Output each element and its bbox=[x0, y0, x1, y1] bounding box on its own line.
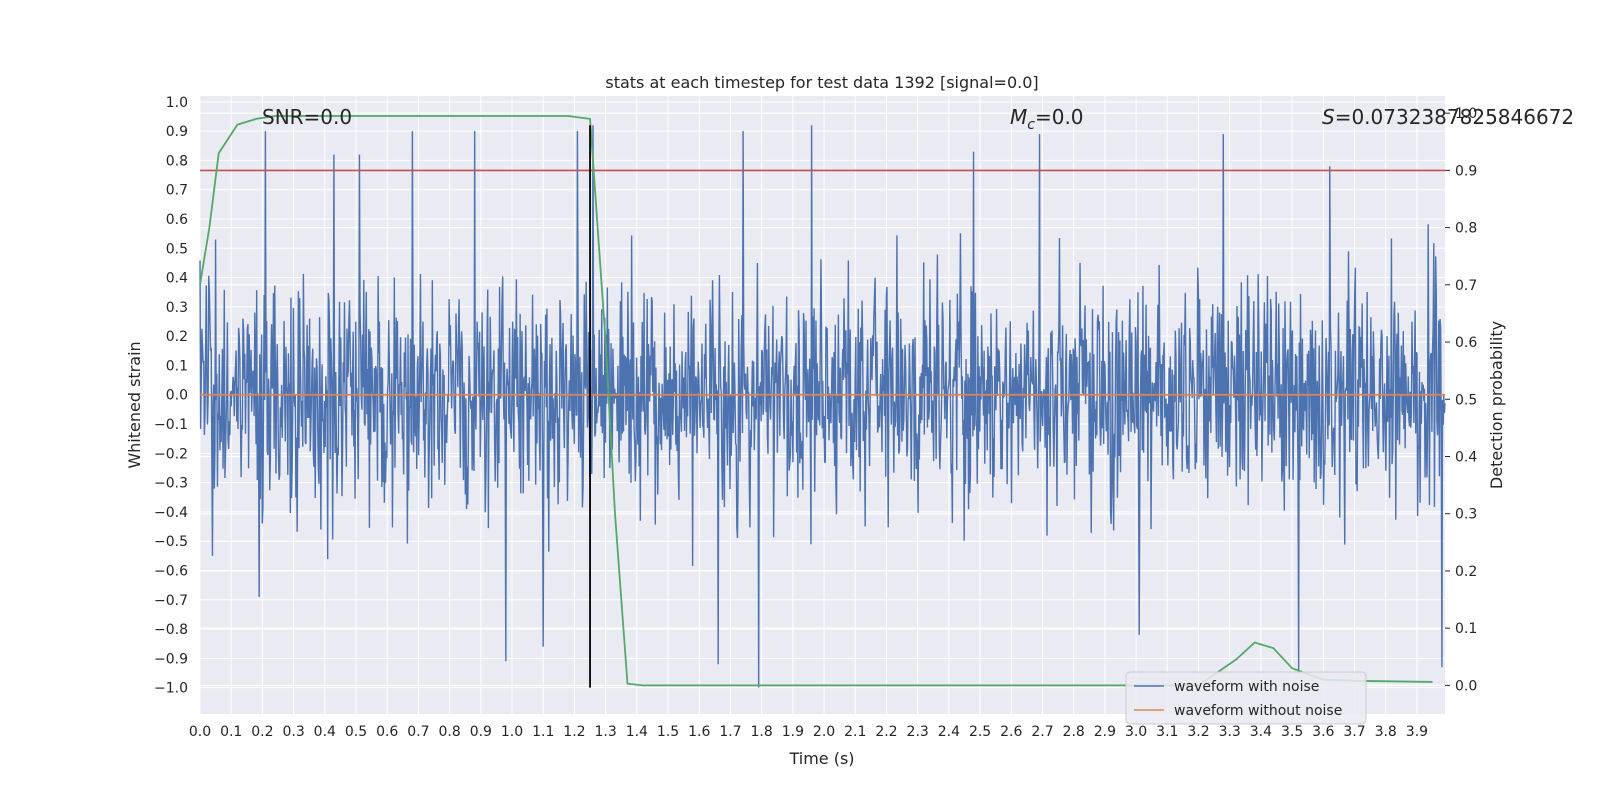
x-tick-label: 1.1 bbox=[532, 724, 554, 740]
y-right-tick-label: 0.9 bbox=[1455, 163, 1477, 179]
x-tick-label: 2.9 bbox=[1094, 724, 1116, 740]
y-tick-label: 0.8 bbox=[166, 153, 188, 169]
y-right-tick-label: 0.1 bbox=[1455, 621, 1477, 637]
x-tick-label: 0.6 bbox=[376, 724, 398, 740]
chirp-mass-symbol: M bbox=[1010, 105, 1027, 129]
y-tick-label: −0.8 bbox=[154, 622, 188, 638]
x-tick-label: 1.8 bbox=[751, 724, 773, 740]
y-tick-label: −0.2 bbox=[154, 446, 188, 462]
x-tick-label: 2.1 bbox=[844, 724, 866, 740]
x-tick-label: 2.2 bbox=[875, 724, 897, 740]
x-tick-label: 3.2 bbox=[1187, 724, 1209, 740]
legend: waveform with noise waveform without noi… bbox=[1125, 671, 1367, 725]
y-right-tick-label: 0.4 bbox=[1455, 450, 1477, 466]
x-tick-label: 3.1 bbox=[1156, 724, 1178, 740]
y-right-tick-label: 0.6 bbox=[1455, 335, 1477, 351]
axes: 0.0 0.1 0.2 0.3 0.4 0.5 0.6 0.7 0.8 0.9 1.0 1.1 1.2 1… bbox=[154, 95, 1477, 740]
x-tick-label: 0.4 bbox=[314, 724, 336, 740]
y-right-tick-label: 0.2 bbox=[1455, 564, 1477, 580]
y-tick-label: 0.6 bbox=[166, 212, 188, 228]
y-axis-label: Whitened strain bbox=[125, 341, 144, 468]
x-tick-label: 2.6 bbox=[1000, 724, 1022, 740]
noise-waveform-series bbox=[199, 125, 1446, 688]
x-tick-label: 3.7 bbox=[1343, 724, 1365, 740]
x-tick-label: 0.8 bbox=[438, 724, 460, 740]
y-tick-label: −0.5 bbox=[154, 534, 188, 550]
x-tick-label: 2.3 bbox=[907, 724, 929, 740]
y-tick-label: −0.1 bbox=[154, 417, 188, 433]
legend-label-noise: waveform with noise bbox=[1174, 679, 1319, 695]
y-tick-label: 0.7 bbox=[166, 183, 188, 199]
x-tick-label: 0.7 bbox=[407, 724, 429, 740]
y-tick-label: 1.0 bbox=[166, 95, 188, 111]
series-waveform-with-noise bbox=[199, 125, 1446, 688]
x-tick-label: 3.3 bbox=[1219, 724, 1241, 740]
chirp-mass-annotation: Mc=0.0 bbox=[1010, 105, 1084, 133]
x-tick-label: 2.7 bbox=[1031, 724, 1053, 740]
s-value: =0.0732387825846672 bbox=[1335, 105, 1574, 129]
y-tick-label: −0.9 bbox=[154, 651, 188, 667]
x-tick-label: 1.0 bbox=[501, 724, 523, 740]
s-annotation: S=0.0732387825846672 bbox=[1322, 105, 1574, 129]
x-tick-label: 0.9 bbox=[470, 724, 492, 740]
y-axis-right-label: Detection probability bbox=[1487, 321, 1506, 489]
y-right-tick-label: 0.8 bbox=[1455, 221, 1477, 237]
chirp-mass-value: =0.0 bbox=[1035, 105, 1084, 129]
y-tick-label: 0.5 bbox=[166, 241, 188, 257]
y-right-tick-label: 0.7 bbox=[1455, 278, 1477, 294]
x-tick-label: 2.0 bbox=[813, 724, 835, 740]
x-tick-label: 1.5 bbox=[657, 724, 679, 740]
y-tick-label: −0.7 bbox=[154, 593, 188, 609]
x-tick-label: 2.5 bbox=[969, 724, 991, 740]
x-tick-label: 3.5 bbox=[1281, 724, 1303, 740]
y-tick-label: −0.6 bbox=[154, 563, 188, 579]
chirp-mass-subscript: c bbox=[1027, 117, 1035, 133]
y-tick-label: 0.1 bbox=[166, 358, 188, 374]
x-tick-label: 3.8 bbox=[1375, 724, 1397, 740]
y-tick-label: 0.0 bbox=[166, 388, 188, 404]
x-tick-label: 3.6 bbox=[1312, 724, 1334, 740]
x-tick-label: 0.3 bbox=[282, 724, 304, 740]
x-tick-label: 1.9 bbox=[782, 724, 804, 740]
s-symbol: S bbox=[1322, 105, 1335, 129]
y-tick-label: 0.2 bbox=[166, 329, 188, 345]
snr-annotation: SNR=0.0 bbox=[262, 105, 352, 129]
x-tick-label: 2.8 bbox=[1063, 724, 1085, 740]
x-axis-label: Time (s) bbox=[788, 749, 854, 768]
y-right-tick-label: 0.5 bbox=[1455, 392, 1477, 408]
x-tick-label: 2.4 bbox=[938, 724, 960, 740]
x-tick-label: 0.5 bbox=[345, 724, 367, 740]
y-tick-label: 0.9 bbox=[166, 124, 188, 140]
y-tick-label: −0.4 bbox=[154, 505, 188, 521]
y-tick-label: −0.3 bbox=[154, 476, 188, 492]
x-tick-label: 1.7 bbox=[719, 724, 741, 740]
chart-title: stats at each timestep for test data 139… bbox=[605, 73, 1038, 92]
x-tick-label: 0.1 bbox=[220, 724, 242, 740]
x-tick-label: 1.2 bbox=[563, 724, 585, 740]
y-right-tick-label: 1.0 bbox=[1455, 106, 1477, 122]
legend-label-clean: waveform without noise bbox=[1174, 703, 1342, 719]
x-tick-label: 1.6 bbox=[688, 724, 710, 740]
x-tick-label: 1.3 bbox=[595, 724, 617, 740]
overlay-series bbox=[199, 115, 1445, 688]
x-tick-label: 3.4 bbox=[1250, 724, 1272, 740]
series-detection-probability bbox=[199, 115, 1433, 687]
x-tick-label: 0.0 bbox=[189, 724, 211, 740]
x-tick-label: 3.9 bbox=[1406, 724, 1428, 740]
legend-box bbox=[1125, 671, 1367, 725]
x-tick-label: 3.0 bbox=[1125, 724, 1147, 740]
y-tick-label: 0.3 bbox=[166, 300, 188, 316]
y-tick-label: −1.0 bbox=[154, 681, 188, 697]
x-tick-label: 1.4 bbox=[626, 724, 648, 740]
y-tick-label: 0.4 bbox=[166, 271, 188, 287]
y-right-tick-label: 0.3 bbox=[1455, 507, 1477, 523]
x-tick-label: 0.2 bbox=[251, 724, 273, 740]
y-right-tick-label: 0.0 bbox=[1455, 678, 1477, 694]
